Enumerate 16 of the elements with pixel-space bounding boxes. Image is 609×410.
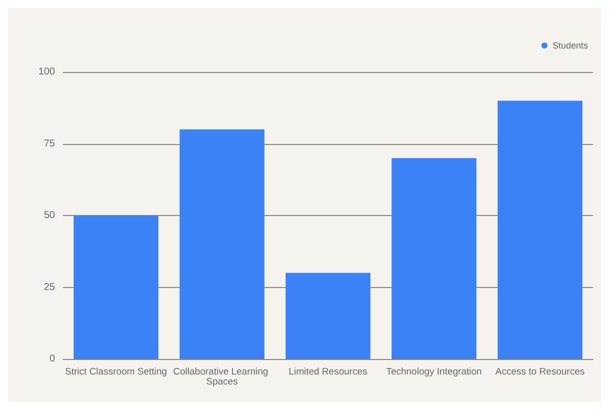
bar xyxy=(392,158,476,359)
y-tick-label: 50 xyxy=(44,210,56,221)
y-tick-label: 0 xyxy=(49,354,56,364)
x-tick-label: Strict Classroom Setting xyxy=(65,366,167,378)
bar xyxy=(498,100,582,359)
x-tick-label: Collaborative Learning Spaces xyxy=(173,366,271,388)
bar xyxy=(74,216,158,359)
x-tick-label: Access to Resources xyxy=(495,366,585,378)
y-tick-label: 100 xyxy=(38,66,56,78)
x-tick-label: Limited Resources xyxy=(288,366,368,378)
bar xyxy=(180,129,264,359)
bar xyxy=(286,272,370,359)
y-tick-label: 25 xyxy=(44,282,56,293)
legend-label: Students xyxy=(552,40,588,50)
y-tick-label: 75 xyxy=(44,138,56,150)
x-tick-label: Technology Integration xyxy=(386,366,482,378)
